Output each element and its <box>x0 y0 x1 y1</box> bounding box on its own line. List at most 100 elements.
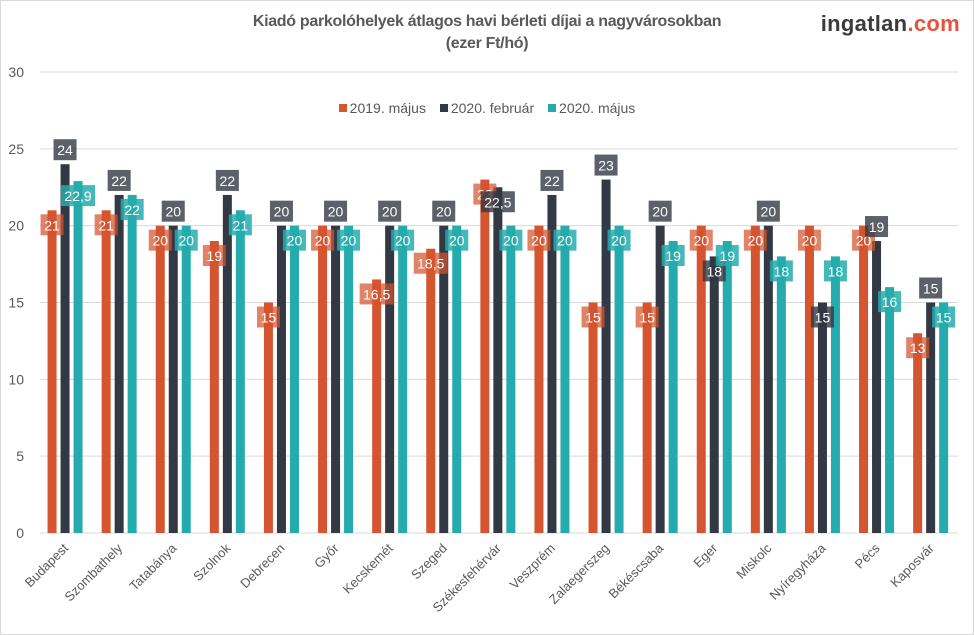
bar-2-4 <box>289 225 299 533</box>
legend-label: 2019. május <box>349 100 426 116</box>
data-label: 20 <box>652 204 668 220</box>
bar-1-1 <box>114 194 124 533</box>
x-tick-label: Eger <box>690 540 720 570</box>
bar-0-0 <box>47 210 57 534</box>
data-label-box <box>689 229 713 251</box>
data-label-box <box>161 200 185 222</box>
bar-0-10 <box>588 302 598 533</box>
bar-2-5 <box>344 225 354 533</box>
bar-0-16 <box>913 333 923 533</box>
y-tick-label: 10 <box>8 371 24 387</box>
data-label: 20 <box>178 233 194 249</box>
data-label: 19 <box>869 219 885 235</box>
bar-2-10 <box>614 225 624 533</box>
bar-0-8 <box>480 179 490 534</box>
y-tick-label: 20 <box>8 218 24 234</box>
bar-1-12 <box>709 256 719 533</box>
data-label: 22 <box>124 202 140 218</box>
data-label-box <box>311 229 335 251</box>
bar-2-7 <box>452 225 462 533</box>
data-label-box <box>878 291 902 313</box>
bar-1-16 <box>926 302 936 533</box>
data-label-box <box>797 229 821 251</box>
bar-1-11 <box>655 225 665 533</box>
legend: 2019. május 2020. február 2020. május <box>0 99 974 116</box>
data-label: 20 <box>165 204 181 220</box>
bar-2-6 <box>398 225 408 533</box>
data-label-box <box>581 306 605 328</box>
x-tick-label: Békéscsaba <box>606 540 667 601</box>
data-label: 20 <box>152 233 168 249</box>
data-label: 15 <box>936 310 952 326</box>
data-label: 15 <box>815 310 831 326</box>
data-label: 21 <box>233 217 249 233</box>
data-label: 15 <box>261 310 277 326</box>
data-label-box <box>445 229 469 251</box>
data-label: 20 <box>449 233 465 249</box>
data-label: 20 <box>802 233 818 249</box>
legend-item-2020-majus: 2020. május <box>548 100 635 116</box>
bar-1-9 <box>547 194 557 533</box>
data-label: 19 <box>665 248 681 264</box>
bar-1-4 <box>276 225 286 533</box>
data-label-box <box>432 200 456 222</box>
data-label: 20 <box>382 204 398 220</box>
bar-1-10 <box>601 179 611 534</box>
data-label: 16 <box>882 294 898 310</box>
legend-swatch <box>548 104 557 112</box>
data-label-box <box>661 245 685 267</box>
ingatlan-logo: ingatlan.com <box>821 11 960 37</box>
data-label: 22 <box>220 173 236 189</box>
data-label: 21 <box>44 217 60 233</box>
data-label: 20 <box>436 204 452 220</box>
bar-2-9 <box>560 225 570 533</box>
bar-0-1 <box>101 210 111 534</box>
data-label-box <box>743 229 767 251</box>
bar-1-5 <box>331 225 341 533</box>
data-label-box <box>932 306 956 328</box>
bar-1-6 <box>385 225 395 533</box>
data-label: 22,5 <box>484 194 511 210</box>
x-tick-label: Kecskemét <box>340 540 396 596</box>
x-tick-label: Miskolc <box>733 540 775 582</box>
data-label-box <box>174 229 198 251</box>
data-label-box <box>906 337 930 359</box>
data-label: 13 <box>910 340 926 356</box>
data-label: 15 <box>923 281 939 297</box>
data-label: 19 <box>207 248 223 264</box>
legend-item-2020-februar: 2020. február <box>439 100 534 116</box>
data-label-box <box>527 229 551 251</box>
data-label-box <box>94 214 118 236</box>
data-label-box <box>378 200 402 222</box>
data-label-box <box>215 169 239 191</box>
data-label: 20 <box>341 233 357 249</box>
y-tick-label: 0 <box>16 525 24 541</box>
bar-0-9 <box>534 225 544 533</box>
data-label-box <box>769 260 793 282</box>
logo-suffix: .com <box>907 11 960 36</box>
legend-swatch <box>439 104 448 112</box>
bar-0-15 <box>859 225 869 533</box>
bar-0-7 <box>426 248 436 533</box>
data-label: 20 <box>761 204 777 220</box>
data-label: 22,9 <box>64 188 91 204</box>
data-label: 18,5 <box>417 256 444 272</box>
data-label-box <box>228 214 252 236</box>
data-label-box <box>594 154 618 176</box>
x-tick-label: Veszprém <box>507 541 558 592</box>
bar-2-16 <box>939 302 949 533</box>
y-tick-label: 15 <box>8 295 24 311</box>
bar-0-3 <box>209 241 219 534</box>
bar-0-5 <box>318 225 328 533</box>
bar-1-0 <box>60 164 70 533</box>
data-label-box <box>919 277 943 299</box>
data-label: 20 <box>531 233 547 249</box>
data-label-box <box>648 200 672 222</box>
bar-1-3 <box>222 194 232 533</box>
bar-1-7 <box>439 225 449 533</box>
data-label: 18 <box>774 263 790 279</box>
data-label-box <box>282 229 306 251</box>
x-tick-label: Nyíregyháza <box>766 540 829 603</box>
legend-label: 2020. május <box>559 100 636 116</box>
